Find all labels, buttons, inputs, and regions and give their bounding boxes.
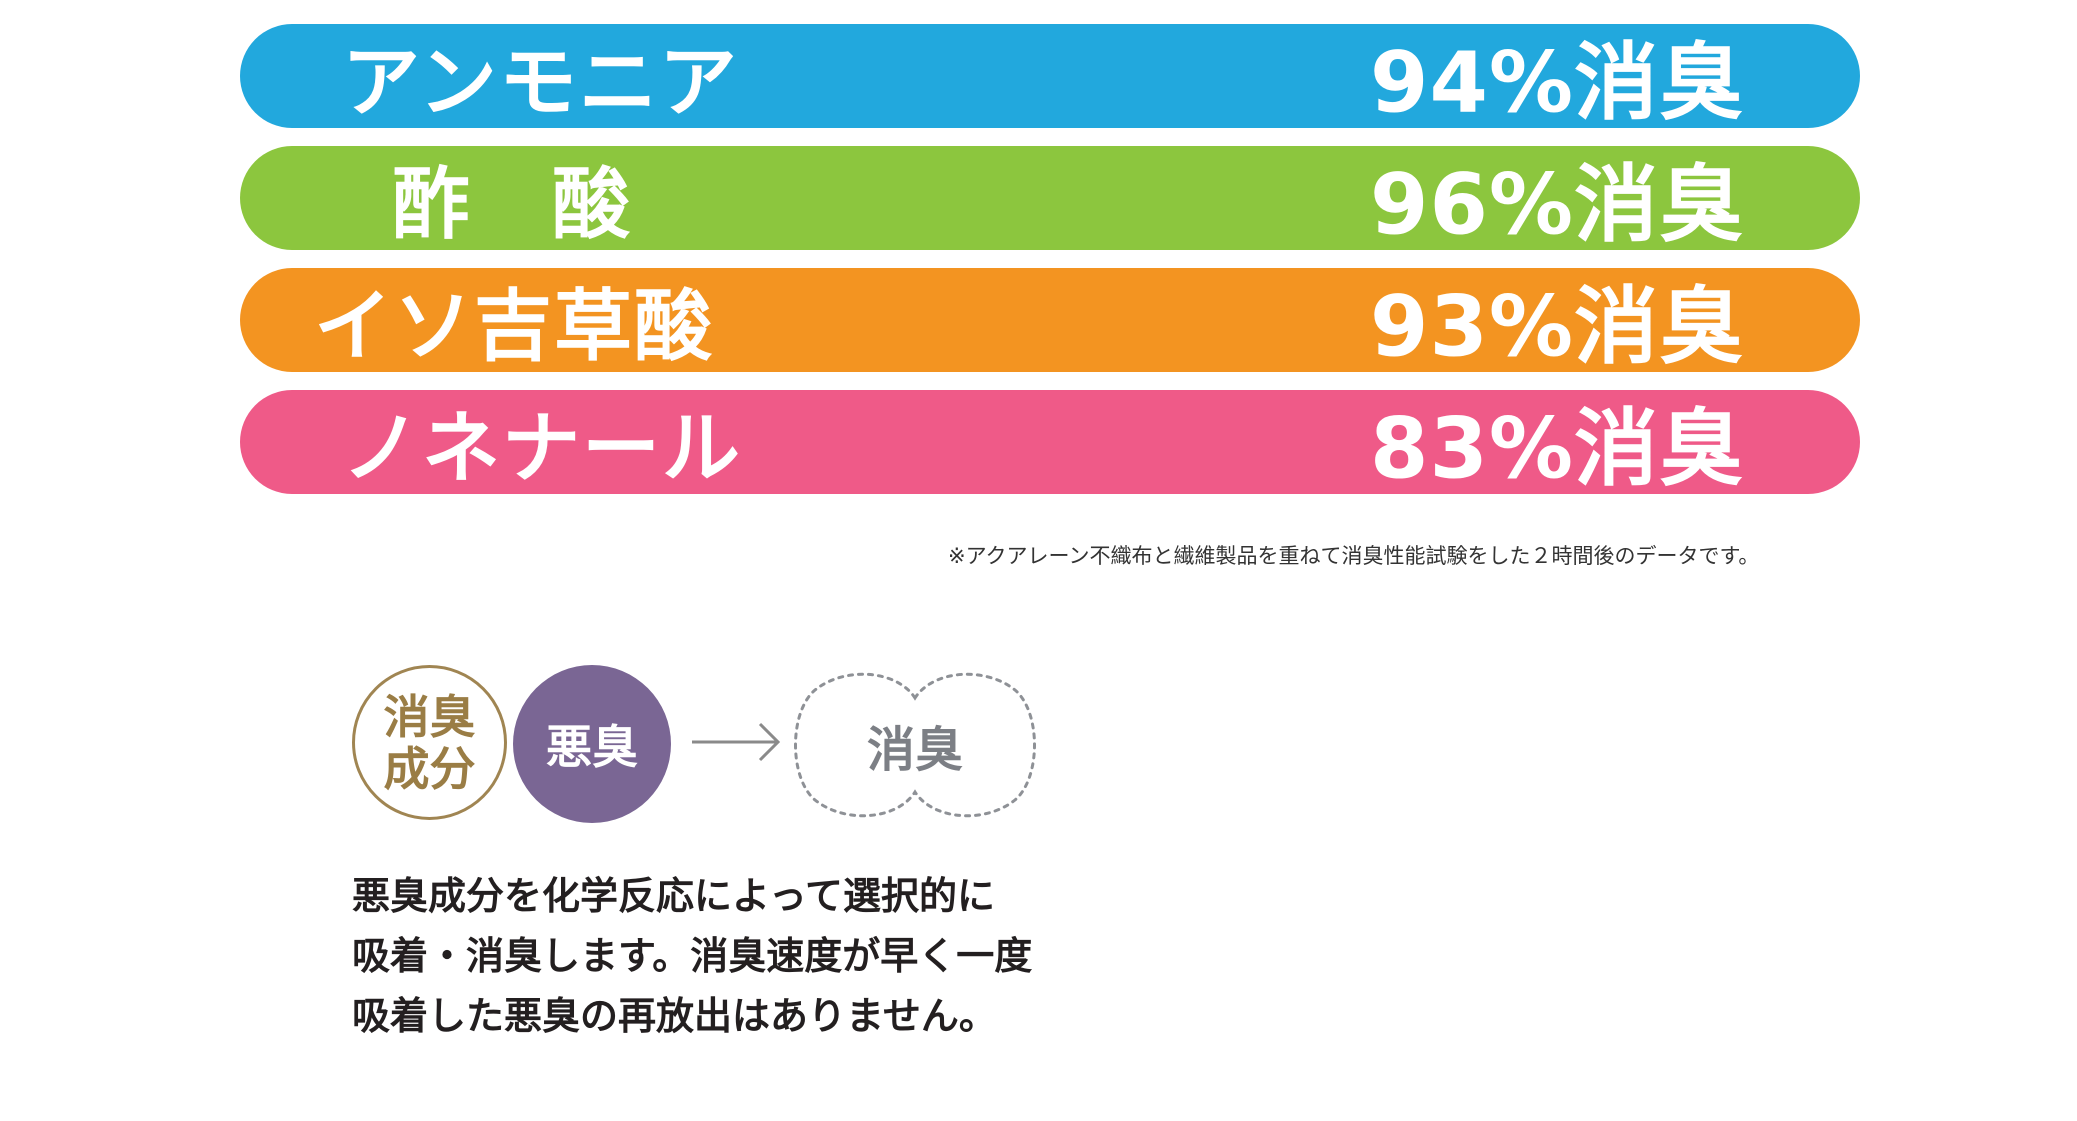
agent-label-line1: 消臭 (383, 689, 476, 744)
deodorization-rate: 93%消臭 (1370, 277, 1745, 376)
substance-name: イソ吉草酸 (314, 282, 715, 372)
substance-name: アンモニア (342, 38, 739, 128)
agent-label-line2: 成分 (383, 741, 476, 796)
substance-name: 酢 酸 (392, 160, 633, 250)
deodorization-rate: 96%消臭 (1370, 155, 1745, 254)
result-bar-isovaleric-acid: イソ吉草酸 93%消臭 (240, 268, 1860, 376)
bad-odor-circle: 悪臭 (513, 665, 671, 823)
deodorization-rate: 83%消臭 (1370, 399, 1745, 498)
deodorant-agent-circle: 消臭 成分 (352, 665, 507, 820)
arrow-right-icon (692, 722, 781, 762)
description-line: 吸着した悪臭の再放出はありません。 (352, 994, 997, 1038)
result-bar-nonenal: ノネナール 83%消臭 (240, 390, 1860, 498)
result-bar-acetic-acid: 酢 酸 96%消臭 (240, 146, 1860, 254)
odor-label: 悪臭 (546, 720, 638, 774)
description-line: 悪臭成分を化学反応によって選択的に (352, 874, 995, 918)
test-footnote: ※アクアレーン不織布と繊維製品を重ねて消臭性能試験をした２時間後のデータです。 (948, 544, 1760, 568)
mechanism-description: 悪臭成分を化学反応によって選択的に 吸着・消臭します。消臭速度が早く一度 吸着し… (352, 866, 1052, 1046)
deodorized-cloud-icon (794, 672, 1036, 818)
result-bar-ammonia: アンモニア 94%消臭 (240, 24, 1860, 132)
substance-name: ノネナール (342, 404, 743, 494)
deodorization-rate: 94%消臭 (1370, 33, 1745, 132)
deodorization-results: アンモニア 94%消臭 酢 酸 96%消臭 イソ吉草酸 93%消臭 ノネナール … (240, 24, 1860, 512)
deodorized-label: 消臭 (866, 722, 963, 778)
description-line: 吸着・消臭します。消臭速度が早く一度 (352, 934, 1033, 978)
